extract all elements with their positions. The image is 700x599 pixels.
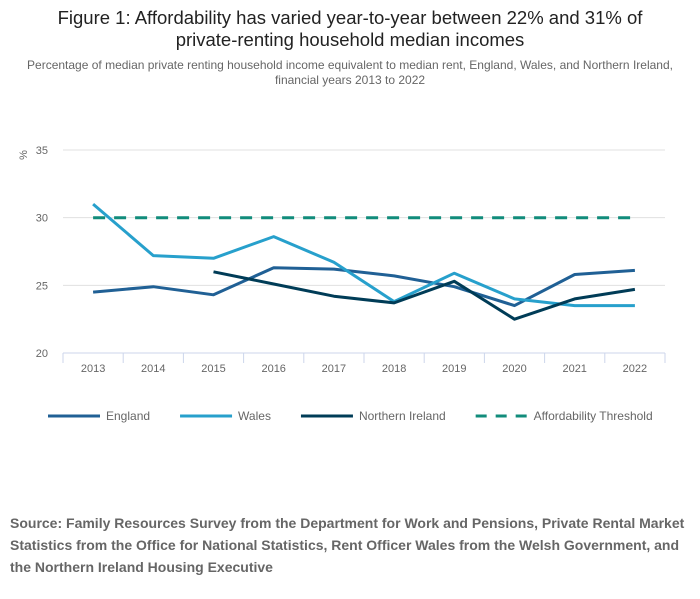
x-tick-label: 2013 [81, 363, 105, 375]
chart-title-line-1: Figure 1: Affordability has varied year-… [57, 7, 643, 28]
y-tick-label: 20 [36, 348, 48, 360]
x-tick-label: 2019 [442, 363, 466, 375]
y-axis: 20 25 30 35 [36, 145, 48, 360]
x-tick-label: 2015 [201, 363, 225, 375]
series-line-wales [92, 202, 635, 308]
legend-item-england: England [48, 409, 150, 423]
x-axis: 2013 2014 2015 2016 2017 2018 2019 2020 2021 2022 [62, 352, 666, 375]
y-tick-label: 25 [36, 280, 48, 292]
legend-label: Affordability Threshold [534, 409, 653, 423]
legend-label: England [106, 409, 150, 423]
x-tick-label: 2016 [261, 363, 285, 375]
x-tick-label: 2014 [141, 363, 165, 375]
x-tick-label: 2021 [562, 363, 586, 375]
chart-title: Figure 1: Affordability has varied year-… [0, 7, 700, 51]
chart-title-line-2: private-renting household median incomes [175, 29, 525, 50]
chart-subtitle: Percentage of median private renting hou… [27, 58, 673, 87]
series-lines [92, 202, 636, 321]
legend-label: Wales [238, 409, 271, 423]
legend-item-wales: Wales [180, 409, 271, 423]
y-tick-label: 35 [36, 145, 48, 157]
x-tick-label: 2020 [502, 363, 526, 375]
legend-label: Northern Ireland [359, 409, 446, 423]
legend-item-affordability-threshold: Affordability Threshold [475, 409, 653, 423]
x-tick-label: 2018 [382, 363, 406, 375]
x-tick-label: 2017 [322, 363, 346, 375]
y-tick-label: 30 [36, 213, 48, 225]
legend-item-northern-ireland: Northern Ireland [300, 409, 446, 423]
series-line-northern-ireland [213, 270, 636, 321]
source-note: Source: Family Resources Survey from the… [10, 515, 685, 575]
y-axis-label: % [18, 150, 30, 160]
x-tick-label: 2022 [623, 363, 647, 375]
gridlines [63, 149, 665, 286]
series-line-england [92, 266, 636, 308]
legend: England Wales Northern Ireland Affordabilit… [48, 409, 653, 423]
